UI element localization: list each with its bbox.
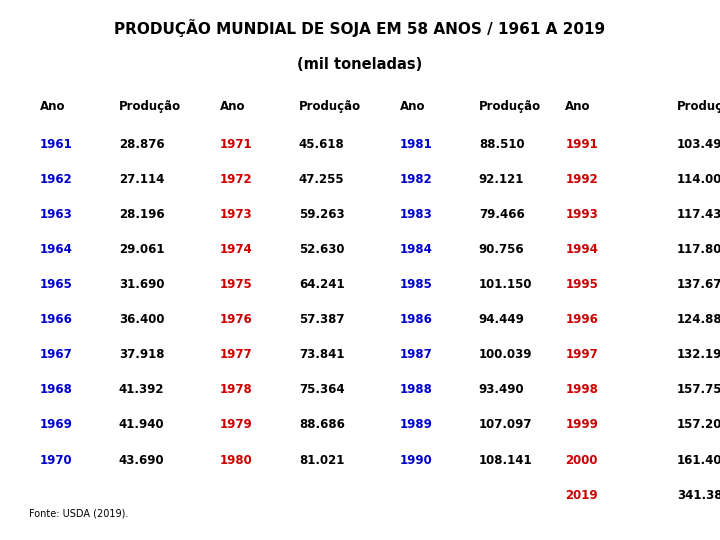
Text: 1969: 1969 [40, 418, 73, 431]
Text: 157.201: 157.201 [677, 418, 720, 431]
Text: 1999: 1999 [565, 418, 598, 431]
Text: 92.121: 92.121 [479, 173, 524, 186]
Text: 1961: 1961 [40, 138, 72, 151]
Text: 57.387: 57.387 [299, 313, 344, 326]
Text: 41.392: 41.392 [119, 383, 164, 396]
Text: 1996: 1996 [565, 313, 598, 326]
Text: Fonte: USDA (2019).: Fonte: USDA (2019). [29, 508, 128, 518]
Text: 1998: 1998 [565, 383, 598, 396]
Text: 114.008: 114.008 [677, 173, 720, 186]
Text: 88.510: 88.510 [479, 138, 524, 151]
Text: Ano: Ano [40, 100, 65, 113]
Text: 1983: 1983 [400, 208, 432, 221]
Text: 64.241: 64.241 [299, 278, 344, 291]
Text: 101.150: 101.150 [479, 278, 532, 291]
Text: 1974: 1974 [220, 243, 252, 256]
Text: 90.756: 90.756 [479, 243, 524, 256]
Text: 1989: 1989 [400, 418, 433, 431]
Text: 45.618: 45.618 [299, 138, 345, 151]
Text: 1962: 1962 [40, 173, 72, 186]
Text: 100.039: 100.039 [479, 348, 532, 361]
Text: 59.263: 59.263 [299, 208, 344, 221]
Text: 1984: 1984 [400, 243, 433, 256]
Text: 2019: 2019 [565, 489, 598, 502]
Text: Ano: Ano [400, 100, 425, 113]
Text: 2000: 2000 [565, 454, 598, 467]
Text: 103.490: 103.490 [677, 138, 720, 151]
Text: 1980: 1980 [220, 454, 252, 467]
Text: 1985: 1985 [400, 278, 433, 291]
Text: 1965: 1965 [40, 278, 73, 291]
Text: 1991: 1991 [565, 138, 598, 151]
Text: 31.690: 31.690 [119, 278, 164, 291]
Text: 1986: 1986 [400, 313, 433, 326]
Text: 1967: 1967 [40, 348, 72, 361]
Text: 43.690: 43.690 [119, 454, 164, 467]
Text: 1975: 1975 [220, 278, 252, 291]
Text: 37.918: 37.918 [119, 348, 164, 361]
Text: 28.196: 28.196 [119, 208, 164, 221]
Text: 52.630: 52.630 [299, 243, 344, 256]
Text: 36.400: 36.400 [119, 313, 164, 326]
Text: 1977: 1977 [220, 348, 252, 361]
Text: 1988: 1988 [400, 383, 433, 396]
Text: 81.021: 81.021 [299, 454, 344, 467]
Text: 124.887: 124.887 [677, 313, 720, 326]
Text: Ano: Ano [565, 100, 590, 113]
Text: 161.406: 161.406 [677, 454, 720, 467]
Text: 117.430: 117.430 [677, 208, 720, 221]
Text: 107.097: 107.097 [479, 418, 532, 431]
Text: 88.686: 88.686 [299, 418, 345, 431]
Text: 1972: 1972 [220, 173, 252, 186]
Text: 1978: 1978 [220, 383, 252, 396]
Text: Ano: Ano [220, 100, 245, 113]
Text: 1979: 1979 [220, 418, 252, 431]
Text: 341.388: 341.388 [677, 489, 720, 502]
Text: 1995: 1995 [565, 278, 598, 291]
Text: 1966: 1966 [40, 313, 73, 326]
Text: 137.676: 137.676 [677, 278, 720, 291]
Text: 47.255: 47.255 [299, 173, 344, 186]
Text: 1982: 1982 [400, 173, 432, 186]
Text: 1997: 1997 [565, 348, 598, 361]
Text: 28.876: 28.876 [119, 138, 164, 151]
Text: 1990: 1990 [400, 454, 432, 467]
Text: 1976: 1976 [220, 313, 252, 326]
Text: 1970: 1970 [40, 454, 72, 467]
Text: 93.490: 93.490 [479, 383, 524, 396]
Text: 1992: 1992 [565, 173, 598, 186]
Text: 108.141: 108.141 [479, 454, 532, 467]
Text: 1973: 1973 [220, 208, 252, 221]
Text: 75.364: 75.364 [299, 383, 344, 396]
Text: 73.841: 73.841 [299, 348, 344, 361]
Text: (mil toneladas): (mil toneladas) [297, 57, 423, 72]
Text: 27.114: 27.114 [119, 173, 164, 186]
Text: 1994: 1994 [565, 243, 598, 256]
Text: PRODUÇÃO MUNDIAL DE SOJA EM 58 ANOS / 1961 A 2019: PRODUÇÃO MUNDIAL DE SOJA EM 58 ANOS / 19… [114, 19, 606, 37]
Text: 132.193: 132.193 [677, 348, 720, 361]
Text: Produção: Produção [479, 100, 541, 113]
Text: 41.940: 41.940 [119, 418, 164, 431]
Text: 1968: 1968 [40, 383, 73, 396]
Text: 79.466: 79.466 [479, 208, 525, 221]
Text: 1971: 1971 [220, 138, 252, 151]
Text: 117.802: 117.802 [677, 243, 720, 256]
Text: 1963: 1963 [40, 208, 72, 221]
Text: Produção: Produção [119, 100, 181, 113]
Text: Produção: Produção [677, 100, 720, 113]
Text: Produção: Produção [299, 100, 361, 113]
Text: 1981: 1981 [400, 138, 432, 151]
Text: 1964: 1964 [40, 243, 73, 256]
Text: 94.449: 94.449 [479, 313, 525, 326]
Text: 29.061: 29.061 [119, 243, 164, 256]
Text: 1993: 1993 [565, 208, 598, 221]
Text: 157.752: 157.752 [677, 383, 720, 396]
Text: 1987: 1987 [400, 348, 432, 361]
